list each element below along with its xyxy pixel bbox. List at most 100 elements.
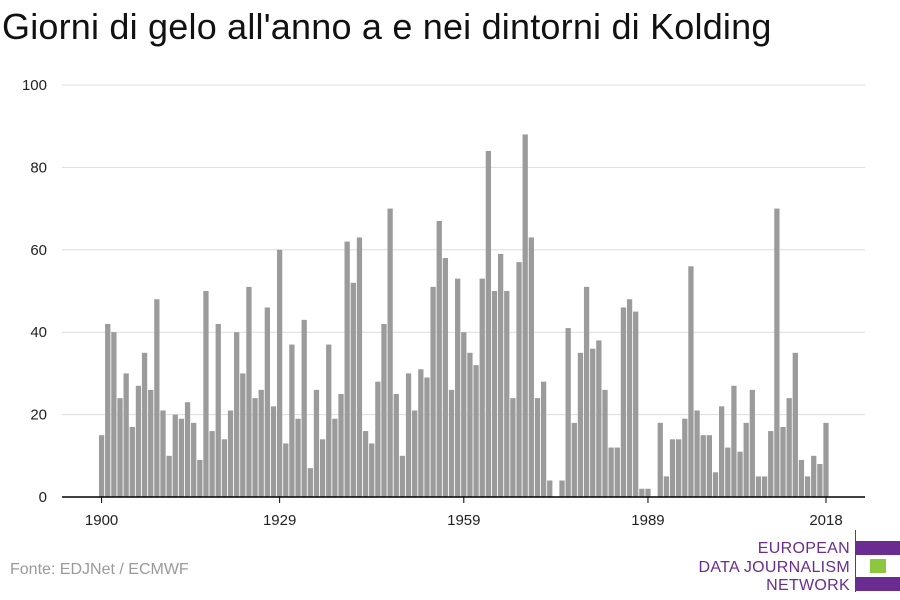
bar-2011 [780, 426, 786, 497]
bar-1920 [221, 439, 228, 497]
bar-1967 [510, 398, 516, 497]
y-tick-label: 100 [22, 77, 47, 94]
bar-1923 [240, 373, 246, 497]
bar-1910 [160, 410, 166, 497]
bar-1946 [381, 323, 387, 497]
bar-1961 [473, 365, 479, 497]
bar-1935 [313, 389, 320, 497]
bar-1979 [583, 286, 590, 497]
x-tick-label: 1989 [631, 512, 664, 529]
bar-1959 [461, 332, 467, 497]
bar-1949 [399, 455, 406, 497]
y-tick-label: 60 [30, 242, 47, 259]
bar-1991 [657, 422, 663, 497]
bar-1966 [504, 291, 510, 497]
bar-1950 [405, 373, 412, 497]
bar-1960 [467, 352, 473, 497]
bar-1928 [270, 406, 277, 497]
bar-1902 [111, 332, 117, 497]
bar-1934 [307, 468, 313, 497]
bar-1903 [117, 398, 123, 497]
x-axis-ticks: 1900 1929 1959 1989 2018 [85, 497, 843, 529]
bar-2005 [743, 422, 749, 497]
bar-2018 [823, 422, 829, 497]
bar-1922 [234, 332, 240, 497]
bar-1964 [491, 291, 498, 497]
bar-1925 [252, 398, 258, 497]
bar-1941 [350, 282, 356, 497]
bar-1921 [227, 410, 234, 497]
bar-1932 [295, 418, 301, 497]
bar-1986 [626, 299, 633, 497]
bar-2009 [768, 431, 774, 497]
bar-1955 [436, 220, 442, 497]
bar-1971 [534, 398, 541, 497]
bar-1970 [528, 237, 534, 497]
bar-1938 [332, 418, 338, 497]
bar-1945 [375, 381, 381, 497]
bar-1918 [209, 431, 215, 497]
bar-1996 [688, 266, 694, 497]
bar-1973 [547, 480, 553, 497]
bar-1926 [258, 389, 264, 497]
bar-1952 [418, 369, 424, 497]
bar-1957 [448, 389, 455, 497]
x-tick-label: 2018 [809, 512, 842, 529]
bar-1987 [633, 311, 639, 497]
bar-2001 [719, 406, 725, 497]
bar-1905 [129, 426, 135, 497]
bar-1916 [197, 459, 203, 497]
bar-1983 [608, 447, 614, 497]
bar-1976 [565, 328, 571, 497]
bar-2004 [737, 451, 743, 497]
bar-1909 [154, 299, 160, 497]
bar-1919 [215, 323, 221, 497]
y-tick-label: 40 [30, 324, 47, 341]
bar-1937 [326, 344, 332, 497]
bar-1915 [191, 422, 197, 497]
x-tick-label: 1959 [447, 512, 480, 529]
bar-1965 [497, 253, 504, 497]
y-axis-ticks: 0 20 40 60 80 100 [22, 77, 47, 506]
bar-1956 [442, 258, 449, 497]
bar-1917 [203, 291, 209, 497]
bar-1901 [105, 323, 111, 497]
logo-bars-icon [856, 540, 900, 596]
bar-1972 [540, 381, 547, 497]
bar-1927 [264, 307, 270, 497]
bar-1984 [614, 447, 620, 497]
bar-1995 [682, 418, 688, 497]
bar-1985 [620, 307, 627, 497]
bar-1908 [148, 389, 154, 497]
bar-1963 [485, 150, 491, 498]
bar-1977 [571, 422, 577, 497]
bar-1947 [387, 208, 393, 497]
bar-1939 [338, 394, 344, 497]
bar-2010 [774, 208, 780, 497]
chart-title: Giorni di gelo all'anno a e nei dintorni… [2, 6, 772, 47]
bar-1936 [319, 439, 326, 497]
bar-1948 [393, 394, 399, 497]
bar-2006 [749, 389, 755, 497]
logo-line-1: EUROPEAN [757, 540, 850, 557]
bar-1978 [577, 352, 584, 497]
bar-1975 [559, 480, 565, 497]
bar-1906 [135, 385, 142, 497]
bar-1999 [706, 435, 712, 497]
bar-1981 [596, 340, 602, 497]
edjnet-logo: EUROPEAN DATA JOURNALISM NETWORK [699, 530, 900, 596]
bar-1968 [516, 262, 522, 497]
bar-1913 [178, 418, 185, 497]
bar-2003 [731, 385, 737, 497]
bar-1944 [369, 443, 375, 497]
y-tick-label: 20 [30, 407, 47, 424]
bar-2000 [712, 472, 719, 497]
bar-2007 [755, 476, 762, 497]
bar-1992 [663, 476, 670, 497]
x-tick-label: 1900 [85, 512, 118, 529]
y-tick-label: 0 [39, 489, 47, 506]
bar-1940 [344, 241, 350, 497]
bar-1930 [283, 443, 289, 497]
bar-1911 [166, 455, 172, 497]
